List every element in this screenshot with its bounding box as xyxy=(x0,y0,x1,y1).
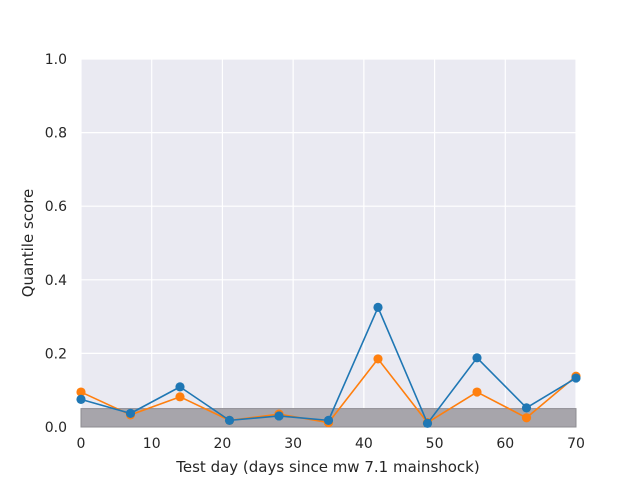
y-tick-label: 0.2 xyxy=(45,346,67,362)
data-point xyxy=(323,415,334,425)
grid-lines xyxy=(80,58,577,428)
y-tick-label: 0.4 xyxy=(45,273,67,289)
data-point xyxy=(472,353,482,363)
data-point xyxy=(76,394,86,404)
x-axis-ticks: 0 10 20 30 40 50 60 70 xyxy=(77,436,585,452)
data-point xyxy=(175,392,185,402)
data-point xyxy=(373,302,383,312)
x-tick-label: 50 xyxy=(426,436,444,452)
data-point xyxy=(521,403,532,413)
data-point xyxy=(521,413,532,423)
x-tick-label: 70 xyxy=(567,436,585,452)
y-axis-label: Quantile score xyxy=(19,189,37,298)
data-point xyxy=(422,418,433,428)
data-point xyxy=(373,354,383,364)
x-tick-label: 10 xyxy=(143,436,161,452)
y-tick-label: 0.8 xyxy=(45,126,67,142)
x-tick-label: 30 xyxy=(284,436,302,452)
y-tick-label: 0.0 xyxy=(45,420,67,436)
data-point xyxy=(571,373,581,383)
y-tick-label: 1.0 xyxy=(45,52,67,68)
y-tick-label: 0.6 xyxy=(45,199,67,215)
x-tick-label: 0 xyxy=(77,436,86,452)
series-2 xyxy=(76,302,581,428)
data-point xyxy=(224,415,235,425)
x-axis-label: Test day (days since mw 7.1 mainshock) xyxy=(175,458,479,476)
data-point xyxy=(76,387,86,397)
x-tick-label: 60 xyxy=(496,436,514,452)
x-tick-label: 20 xyxy=(214,436,232,452)
data-point xyxy=(175,382,185,392)
series-layer xyxy=(76,302,581,428)
data-point xyxy=(274,411,284,421)
data-point xyxy=(472,387,482,397)
x-tick-label: 40 xyxy=(355,436,373,452)
plot-area xyxy=(81,59,576,427)
data-point xyxy=(125,408,136,418)
y-axis-ticks: 0.0 0.2 0.4 0.6 0.8 1.0 xyxy=(45,52,67,436)
